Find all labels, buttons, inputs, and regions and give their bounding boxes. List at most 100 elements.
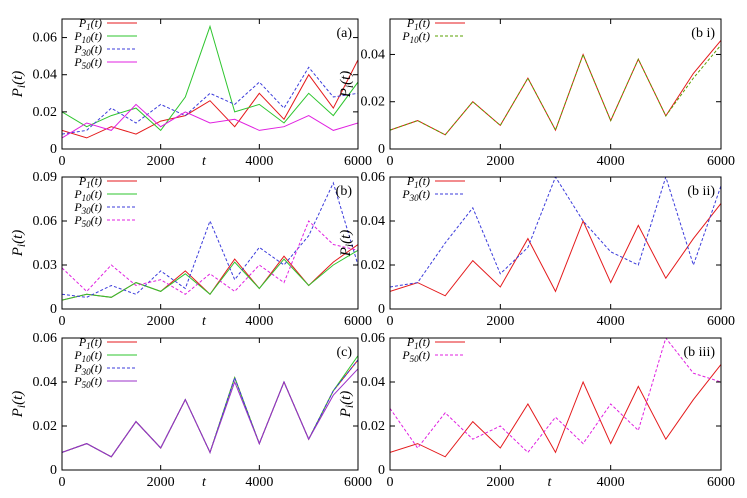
y-tick-label: 0.06 (33, 214, 58, 229)
panel-label: (b ii) (687, 184, 715, 199)
y-axis-label-group: Pi(t) (338, 391, 356, 418)
plot-frame (61, 337, 359, 471)
legend-label: P10(t) (73, 29, 102, 45)
y-axis-label-group: Pi(t) (10, 391, 28, 418)
panel-b: 0 2000 4000 6000 0 0.03 0.06 0.09 t Pi(t) (b) P1(t)… (10, 170, 372, 329)
series-line-a-1 (62, 24, 358, 132)
x-tick-label: 0 (387, 475, 394, 490)
series-line-b_ii-0 (390, 203, 721, 297)
series-line-a-3 (62, 103, 358, 139)
legend-label: P1(t) (78, 335, 102, 351)
legend-label: P10(t) (73, 187, 102, 203)
x-tick-label: 0 (59, 475, 66, 490)
legend-label: P1(t) (406, 335, 430, 351)
y-tick-label: 0.02 (33, 105, 58, 120)
x-axis-label: t (548, 475, 553, 490)
series-line-b_iii-1 (390, 338, 721, 454)
x-axis-label: t (202, 475, 207, 490)
x-tick-label: 6000 (707, 314, 735, 329)
y-tick-label: 0 (378, 463, 385, 478)
legend-label: P1(t) (406, 174, 430, 190)
x-tick-label: 2000 (486, 154, 514, 169)
y-tick-label: 0.03 (33, 258, 58, 273)
legend-label: P30(t) (73, 200, 102, 216)
legend-label: P10(t) (401, 29, 430, 45)
y-axis-label-group: Pi(t) (338, 230, 356, 257)
y-tick-label: 0.06 (361, 331, 386, 346)
y-tick-label: 0 (50, 142, 57, 157)
panel-label: (b) (336, 184, 353, 199)
panel-b_i: 0 2000 4000 6000 0 0.02 0.04 Pi(t) (b i) P1(t)P10… (338, 16, 735, 169)
y-axis-label: Pi(t) (338, 71, 356, 98)
x-tick-label: 6000 (707, 475, 735, 490)
panel-b_ii: 0 2000 4000 6000 0 0.02 0.04 0.06 Pi(t) (b ii) P1(… (338, 170, 735, 329)
panel-label: (b iii) (684, 345, 716, 360)
series-group (62, 355, 358, 458)
legend-label: P1(t) (78, 174, 102, 190)
series-group (390, 338, 721, 458)
panel-label: (b i) (691, 26, 715, 41)
x-tick-label: 6000 (344, 154, 372, 169)
legend-label: P30(t) (401, 187, 430, 203)
legend-label: P50(t) (73, 213, 102, 229)
series-group (390, 177, 721, 297)
series-line-b-3 (62, 220, 358, 295)
legend-label: P30(t) (73, 361, 102, 377)
y-tick-label: 0 (50, 463, 57, 478)
legend-label: P10(t) (73, 348, 102, 364)
x-tick-label: 4000 (597, 475, 625, 490)
legend-label: P1(t) (78, 16, 102, 32)
x-tick-label: 0 (59, 154, 66, 169)
legend-label: P1(t) (406, 16, 430, 32)
panel-a: 0 2000 4000 6000 0 0.02 0.04 0.06 t Pi(t) (a) P1(t)… (10, 16, 372, 169)
x-axis-label: t (202, 314, 207, 329)
x-tick-label: 0 (59, 314, 66, 329)
series-line-c-1 (62, 355, 358, 458)
y-axis-label: Pi(t) (338, 230, 356, 257)
y-tick-label: 0 (50, 302, 57, 317)
x-tick-label: 4000 (245, 314, 273, 329)
y-tick-label: 0.02 (33, 419, 58, 434)
panel-c: 0 2000 4000 6000 0 0.02 0.04 0.06 t Pi(t) (c) P1(t)… (10, 331, 372, 490)
series-line-b_ii-1 (390, 177, 721, 288)
x-tick-label: 0 (387, 154, 394, 169)
y-axis-label: Pi(t) (338, 391, 356, 418)
y-tick-label: 0 (378, 142, 385, 157)
y-axis-label-group: Pi(t) (338, 71, 356, 98)
series-line-b_iii-0 (390, 364, 721, 458)
series-line-a-0 (62, 59, 358, 139)
series-line-b-2 (62, 181, 358, 298)
y-tick-label: 0.06 (361, 170, 386, 185)
x-tick-label: 2000 (147, 314, 175, 329)
plot-frame (389, 176, 722, 310)
plot-frame (61, 176, 359, 310)
plot-frame (61, 18, 359, 150)
legend-label: P50(t) (401, 348, 430, 364)
panel-label: (a) (336, 26, 352, 41)
y-tick-label: 0.02 (361, 258, 386, 273)
x-tick-label: 4000 (245, 154, 273, 169)
y-tick-label: 0 (378, 302, 385, 317)
y-tick-label: 0.06 (33, 31, 58, 46)
x-tick-label: 2000 (147, 475, 175, 490)
y-axis-label-group: Pi(t) (10, 71, 28, 98)
y-tick-label: 0.04 (33, 375, 58, 390)
legend-label: P30(t) (73, 42, 102, 58)
x-tick-label: 4000 (597, 314, 625, 329)
plot-frame (389, 337, 722, 471)
series-line-c-2 (62, 359, 358, 458)
x-tick-label: 6000 (344, 314, 372, 329)
y-tick-label: 0.02 (361, 95, 386, 110)
x-tick-label: 2000 (486, 475, 514, 490)
y-tick-label: 0.04 (361, 375, 386, 390)
series-line-b_i-1 (390, 44, 721, 136)
series-group (390, 39, 721, 136)
x-tick-label: 6000 (344, 475, 372, 490)
y-axis-label-group: Pi(t) (10, 230, 28, 257)
y-tick-label: 0.04 (361, 47, 386, 62)
legend-label: P50(t) (73, 374, 102, 390)
series-line-a-2 (62, 66, 358, 135)
y-axis-label: Pi(t) (10, 230, 28, 257)
x-tick-label: 2000 (147, 154, 175, 169)
